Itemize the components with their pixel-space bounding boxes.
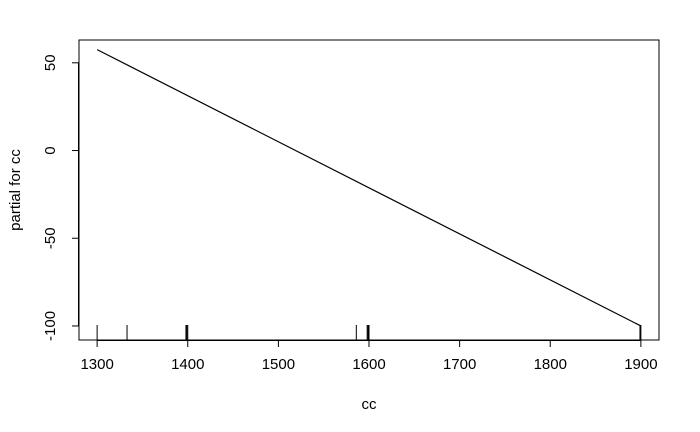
y-tick-label: -100	[42, 311, 59, 341]
x-tick-label: 1700	[443, 356, 476, 373]
x-tick-label: 1800	[534, 356, 567, 373]
rug-marks	[96, 325, 642, 340]
y-tick-label: 0	[42, 146, 59, 154]
y-tick-label: 50	[42, 54, 59, 71]
x-tick-label: 1600	[352, 356, 385, 373]
series-line	[96, 49, 642, 327]
x-tick-label: 1900	[624, 356, 657, 373]
x-tick-label: 1300	[80, 356, 113, 373]
x-tick-label: 1400	[171, 356, 204, 373]
series-group	[96, 49, 642, 327]
x-axis-title: cc	[362, 396, 378, 413]
y-axis-title: partial for cc	[7, 149, 24, 231]
x-axis: 1300 1400 1500 1600 1700 1800 1900	[80, 340, 658, 373]
y-tick-label: -50	[42, 227, 59, 249]
y-axis: 50 0 -50 -100	[42, 54, 79, 341]
x-tick-label: 1500	[262, 356, 295, 373]
